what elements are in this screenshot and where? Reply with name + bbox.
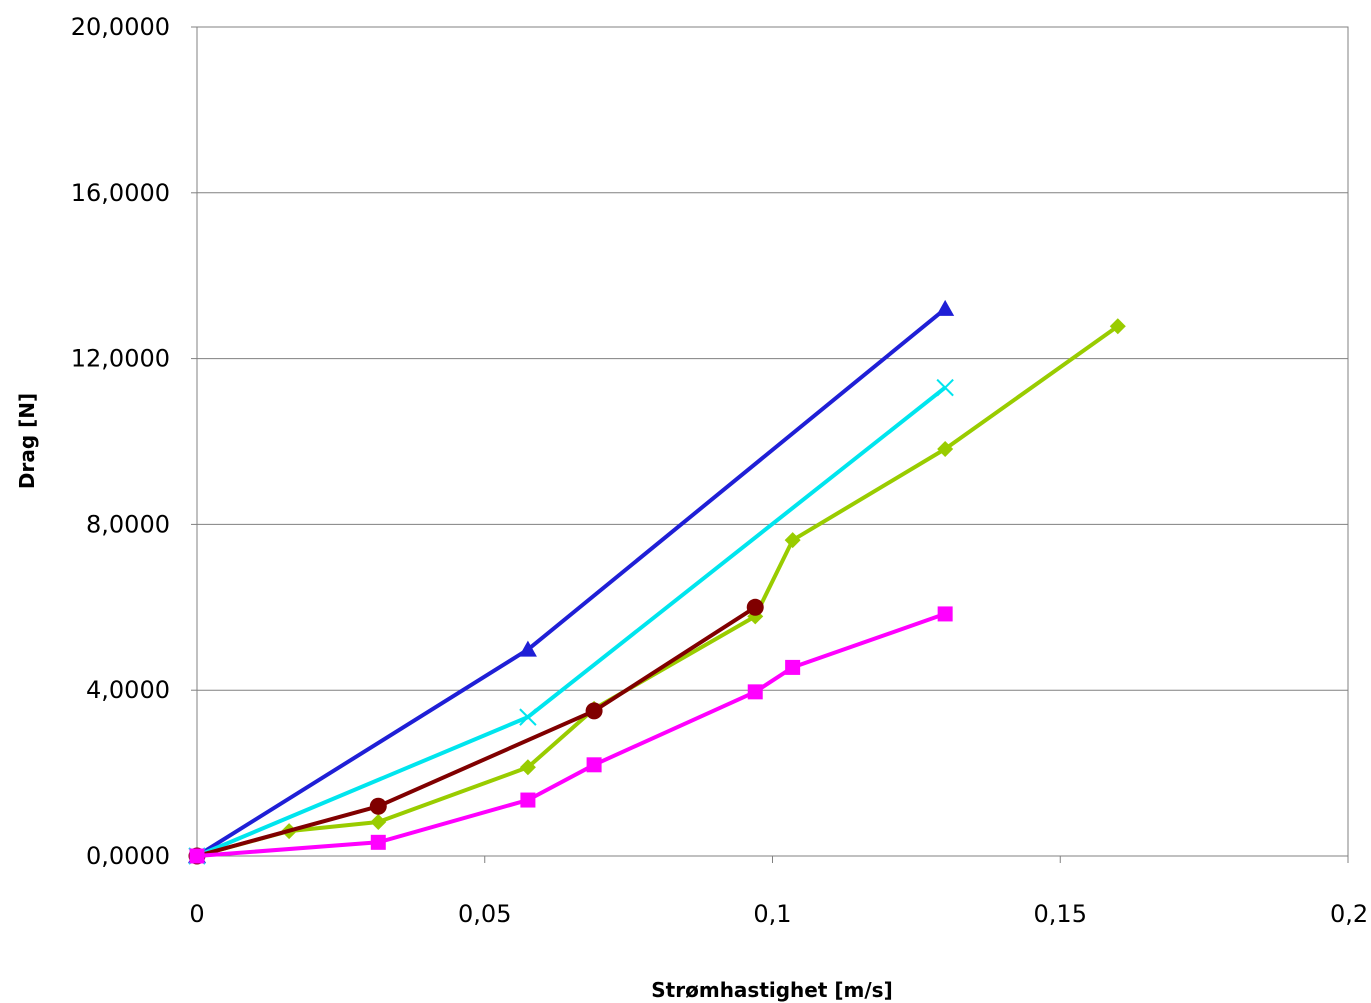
series-4 [188, 598, 764, 865]
y-tick-label: 16,0000 [71, 179, 170, 207]
data-point [937, 440, 954, 457]
x-tick-label: 0 [189, 900, 204, 928]
data-point [784, 532, 801, 549]
y-axis-title: Drag [N] [15, 393, 39, 489]
series-line [196, 605, 757, 858]
data-point [369, 797, 387, 815]
data-point [586, 757, 602, 773]
series-5 [189, 606, 953, 864]
plot-area [196, 26, 1349, 857]
data-point [520, 792, 536, 808]
data-point [937, 606, 953, 622]
data-point [370, 814, 387, 831]
y-tick-label: 12,0000 [71, 345, 170, 373]
data-point [370, 834, 386, 850]
data-point [747, 684, 763, 700]
series-layer [188, 299, 1126, 865]
data-point [936, 378, 954, 397]
x-tick-label: 0,1 [753, 900, 791, 928]
data-point [585, 702, 603, 720]
data-point [518, 640, 537, 657]
data-point [936, 299, 955, 316]
y-tick-label: 8,0000 [86, 510, 170, 538]
data-point [519, 759, 536, 776]
data-point [746, 598, 764, 616]
x-axis-title: Strømhastighet [m/s] [651, 978, 892, 1002]
data-point [519, 708, 537, 726]
x-axis-ticks: 0 0,05 0,1 0,15 0,2 [189, 856, 1368, 928]
x-tick-label: 0,05 [458, 900, 511, 928]
gridlines [197, 26, 1348, 857]
data-point [1109, 318, 1126, 335]
series-3 [189, 318, 1126, 864]
data-point [189, 848, 205, 864]
x-tick-label: 0,2 [1330, 900, 1368, 928]
series-line [196, 324, 1119, 858]
series-line [195, 307, 947, 858]
x-tick-label: 0,15 [1034, 900, 1087, 928]
y-tick-label: 0,0000 [86, 842, 170, 870]
series-line [196, 612, 946, 858]
y-tick-label: 20,0000 [71, 13, 170, 41]
y-axis-ticks: 0,0000 4,0000 8,0000 12,0000 16,0000 20,0000 [71, 13, 197, 870]
y-tick-label: 4,0000 [86, 676, 170, 704]
data-point [785, 659, 801, 675]
